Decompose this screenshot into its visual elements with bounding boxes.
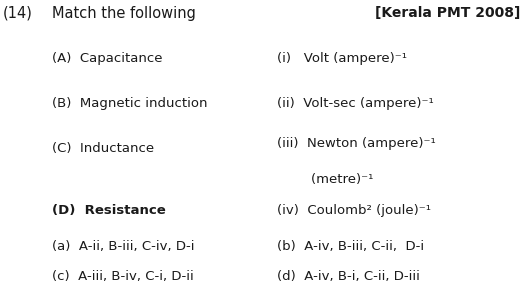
Text: (c)  A-iii, B-iv, C-i, D-ii: (c) A-iii, B-iv, C-i, D-ii [52,270,194,283]
Text: (iii)  Newton (ampere)⁻¹: (iii) Newton (ampere)⁻¹ [277,137,436,150]
Text: (ii)  Volt-sec (ampere)⁻¹: (ii) Volt-sec (ampere)⁻¹ [277,97,434,110]
Text: (C)  Inductance: (C) Inductance [52,141,154,155]
Text: (metre)⁻¹: (metre)⁻¹ [277,173,373,186]
Text: [Kerala PMT 2008]: [Kerala PMT 2008] [375,7,520,20]
Text: Match the following: Match the following [52,6,196,21]
Text: (14): (14) [3,6,32,21]
Text: (A)  Capacitance: (A) Capacitance [52,52,163,65]
Text: (D)  Resistance: (D) Resistance [52,204,166,217]
Text: (B)  Magnetic induction: (B) Magnetic induction [52,97,208,110]
Text: (iv)  Coulomb² (joule)⁻¹: (iv) Coulomb² (joule)⁻¹ [277,204,431,217]
Text: (a)  A-ii, B-iii, C-iv, D-i: (a) A-ii, B-iii, C-iv, D-i [52,240,195,253]
Text: (d)  A-iv, B-i, C-ii, D-iii: (d) A-iv, B-i, C-ii, D-iii [277,270,420,283]
Text: (b)  A-iv, B-iii, C-ii,  D-i: (b) A-iv, B-iii, C-ii, D-i [277,240,424,253]
Text: (i)   Volt (ampere)⁻¹: (i) Volt (ampere)⁻¹ [277,52,407,65]
